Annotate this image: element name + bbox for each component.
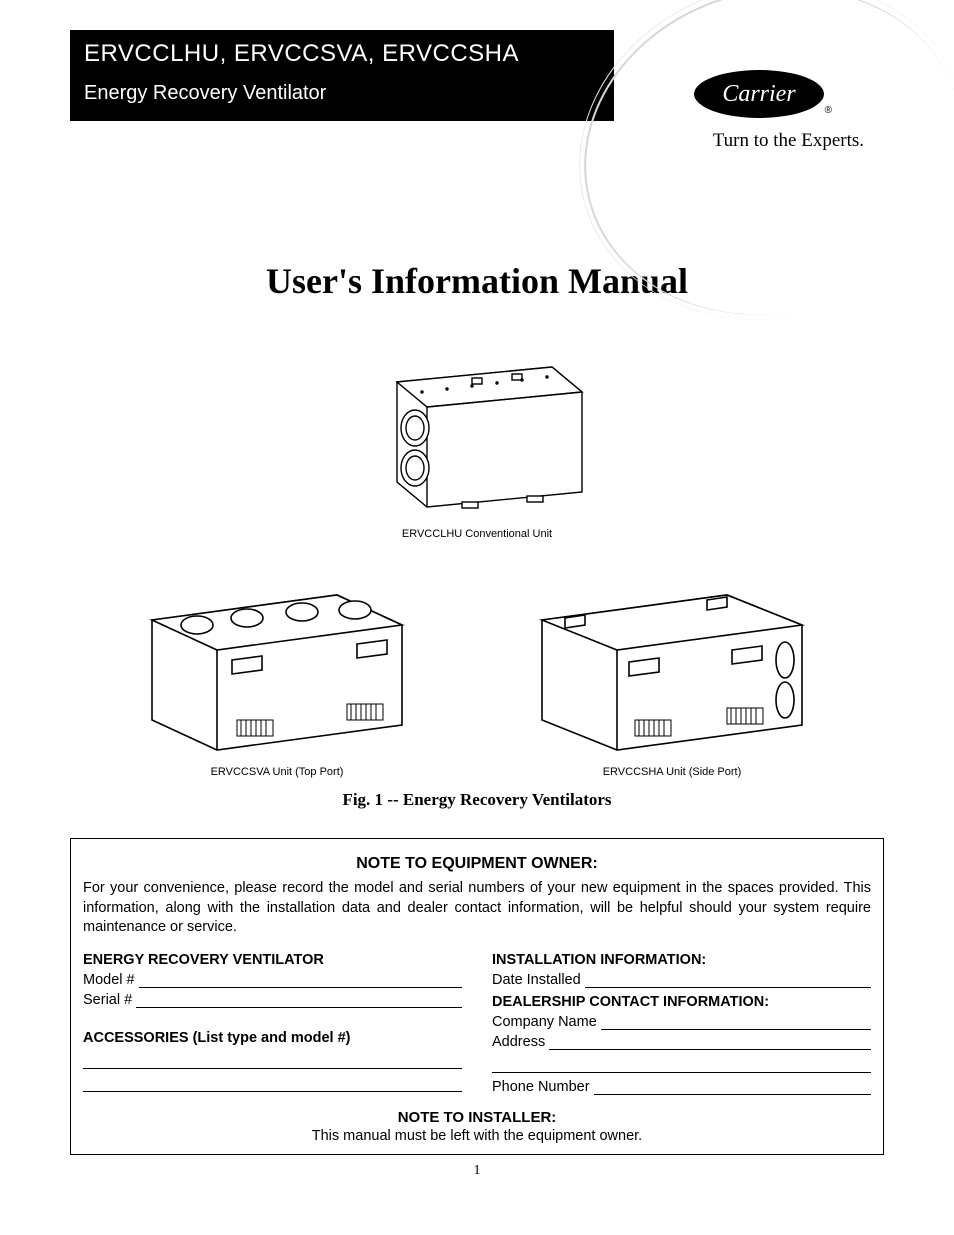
dealership-heading: DEALERSHIP CONTACT INFORMATION: <box>492 994 769 1010</box>
header-area: ERVCCLHU, ERVCCSVA, ERVCCSHA Energy Reco… <box>70 30 884 200</box>
phone-blank[interactable] <box>594 1080 871 1095</box>
right-column: INSTALLATION INFORMATION: Date Installed… <box>492 952 871 1099</box>
accessories-heading: ACCESSORIES (List type and model #) <box>83 1030 351 1046</box>
phone-label: Phone Number <box>492 1079 590 1095</box>
accessory-blank-2[interactable] <box>83 1075 462 1092</box>
note-installer-heading: NOTE TO INSTALLER: <box>77 1109 877 1126</box>
brand-logo-text: Carrier <box>722 81 795 108</box>
note-owner-text: For your convenience, please record the … <box>83 879 871 938</box>
brand-tagline: Turn to the Experts. <box>713 130 864 152</box>
figures-block: ERVCCLHU Conventional Unit <box>70 342 884 810</box>
registered-mark: ® <box>825 105 832 116</box>
note-installer-text: This manual must be left with the equipm… <box>77 1128 877 1144</box>
figure-right-caption: ERVCCSHA Unit (Side Port) <box>603 766 742 778</box>
address-blank[interactable] <box>549 1035 871 1050</box>
figure-top-caption: ERVCCLHU Conventional Unit <box>402 528 552 540</box>
brand-logo: Carrier <box>694 70 824 118</box>
address-label: Address <box>492 1034 545 1050</box>
left-column: ENERGY RECOVERY VENTILATOR Model # Seria… <box>83 952 462 1099</box>
accessory-blank-1[interactable] <box>83 1052 462 1069</box>
model-label: Model # <box>83 972 135 988</box>
date-blank[interactable] <box>585 973 871 988</box>
figure-side-port-unit <box>527 570 817 760</box>
company-label: Company Name <box>492 1014 597 1030</box>
brand-area: Carrier ® Turn to the Experts. <box>524 30 884 200</box>
note-owner-heading: NOTE TO EQUIPMENT OWNER: <box>77 855 877 873</box>
company-blank[interactable] <box>601 1015 871 1030</box>
erv-heading: ENERGY RECOVERY VENTILATOR <box>83 952 324 968</box>
page-title: User's Information Manual <box>70 260 884 302</box>
figure-label: Fig. 1 -- Energy Recovery Ventilators <box>342 790 611 810</box>
serial-blank[interactable] <box>136 993 462 1008</box>
page-number: 1 <box>70 1163 884 1179</box>
figure-conventional-unit <box>352 342 602 522</box>
figure-left-caption: ERVCCSVA Unit (Top Port) <box>211 766 344 778</box>
serial-label: Serial # <box>83 992 132 1008</box>
note-box: NOTE TO EQUIPMENT OWNER: For your conven… <box>70 838 884 1155</box>
figure-top-port-unit <box>137 570 417 760</box>
note-installer: NOTE TO INSTALLER: This manual must be l… <box>77 1109 877 1144</box>
date-label: Date Installed <box>492 972 581 988</box>
address-blank-2[interactable] <box>492 1056 871 1073</box>
model-blank[interactable] <box>139 973 462 988</box>
installation-heading: INSTALLATION INFORMATION: <box>492 952 706 968</box>
